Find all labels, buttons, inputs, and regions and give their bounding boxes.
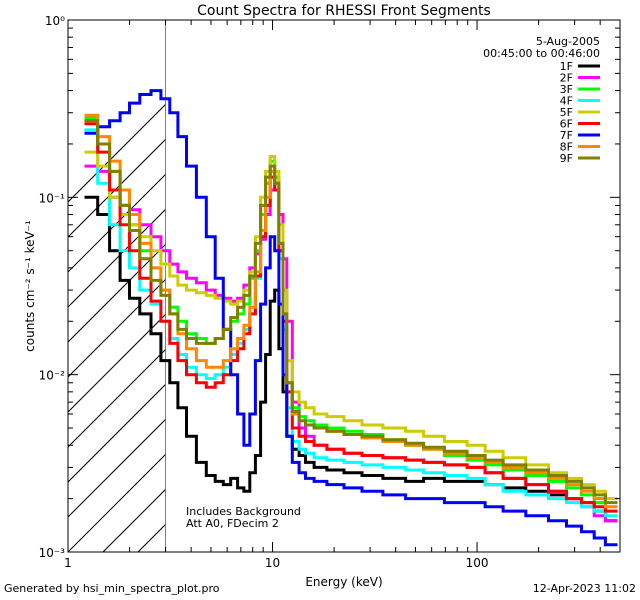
y-axis-label: counts cm⁻² s⁻¹ keV⁻¹ (23, 220, 37, 352)
plot-frame (67, 19, 621, 553)
hatch-line (68, 138, 166, 238)
x-tick-label: 10 (265, 556, 280, 570)
series-line-2F (84, 164, 618, 523)
x-axis-label: Energy (keV) (305, 575, 382, 589)
y-tick-label: 10⁻³ (39, 546, 66, 560)
hatch-line (383, 20, 640, 552)
series-line-4F (84, 128, 618, 518)
legend-label-4F: 4F (560, 95, 573, 108)
legend-label-5F: 5F (560, 106, 573, 119)
hatch-line (68, 418, 166, 518)
hatch-line (68, 208, 166, 308)
x-tick-label: 100 (466, 556, 489, 570)
legend-label-9F: 9F (560, 152, 573, 165)
footer-generated-by: Generated by hsi_min_spectra_plot.pro (4, 582, 220, 595)
series-line-8F (84, 113, 618, 509)
y-tick-label: 10⁰ (45, 14, 65, 28)
legend-label-7F: 7F (560, 129, 573, 142)
legend-label-8F: 8F (560, 141, 573, 154)
chart-title: Count Spectra for RHESSI Front Segments (197, 3, 491, 19)
annotation-background: Includes Background (186, 505, 301, 518)
y-tick-label: 10⁻² (39, 369, 66, 383)
footer-timestamp: 12-Apr-2023 11:02 (532, 582, 636, 595)
hatch-line (628, 20, 640, 552)
legend-label-6F: 6F (560, 118, 573, 131)
hatch-line (68, 313, 166, 413)
hatch-line (68, 278, 166, 378)
hatch-line (593, 20, 640, 552)
x-tick-label: 1 (64, 556, 72, 570)
legend: 5-Aug-2005 00:45:00 to 00:46:00 1F2F3F4F… (483, 35, 600, 165)
series-group (84, 89, 618, 547)
axes: 1 10 100 10⁰ 10⁻¹ 10⁻² 10⁻³ (39, 14, 621, 570)
legend-label-1F: 1F (560, 60, 573, 73)
excluded-energy-hatch (68, 20, 640, 552)
annotation-attenuator: Att A0, FDecim 2 (186, 517, 279, 530)
series-line-5F (84, 150, 618, 501)
hatch-line (68, 383, 166, 483)
y-tick-label: 10⁻¹ (39, 191, 66, 205)
legend-time-range: 00:45:00 to 00:46:00 (483, 47, 600, 60)
legend-date: 5-Aug-2005 (536, 35, 600, 48)
legend-label-3F: 3F (560, 83, 573, 96)
series-line-7F (84, 89, 618, 547)
series-line-9F (84, 119, 618, 505)
series-line-6F (84, 122, 618, 513)
hatch-line (68, 103, 166, 203)
hatch-line (68, 243, 166, 343)
hatch-line (68, 453, 166, 552)
legend-label-2F: 2F (560, 72, 573, 85)
